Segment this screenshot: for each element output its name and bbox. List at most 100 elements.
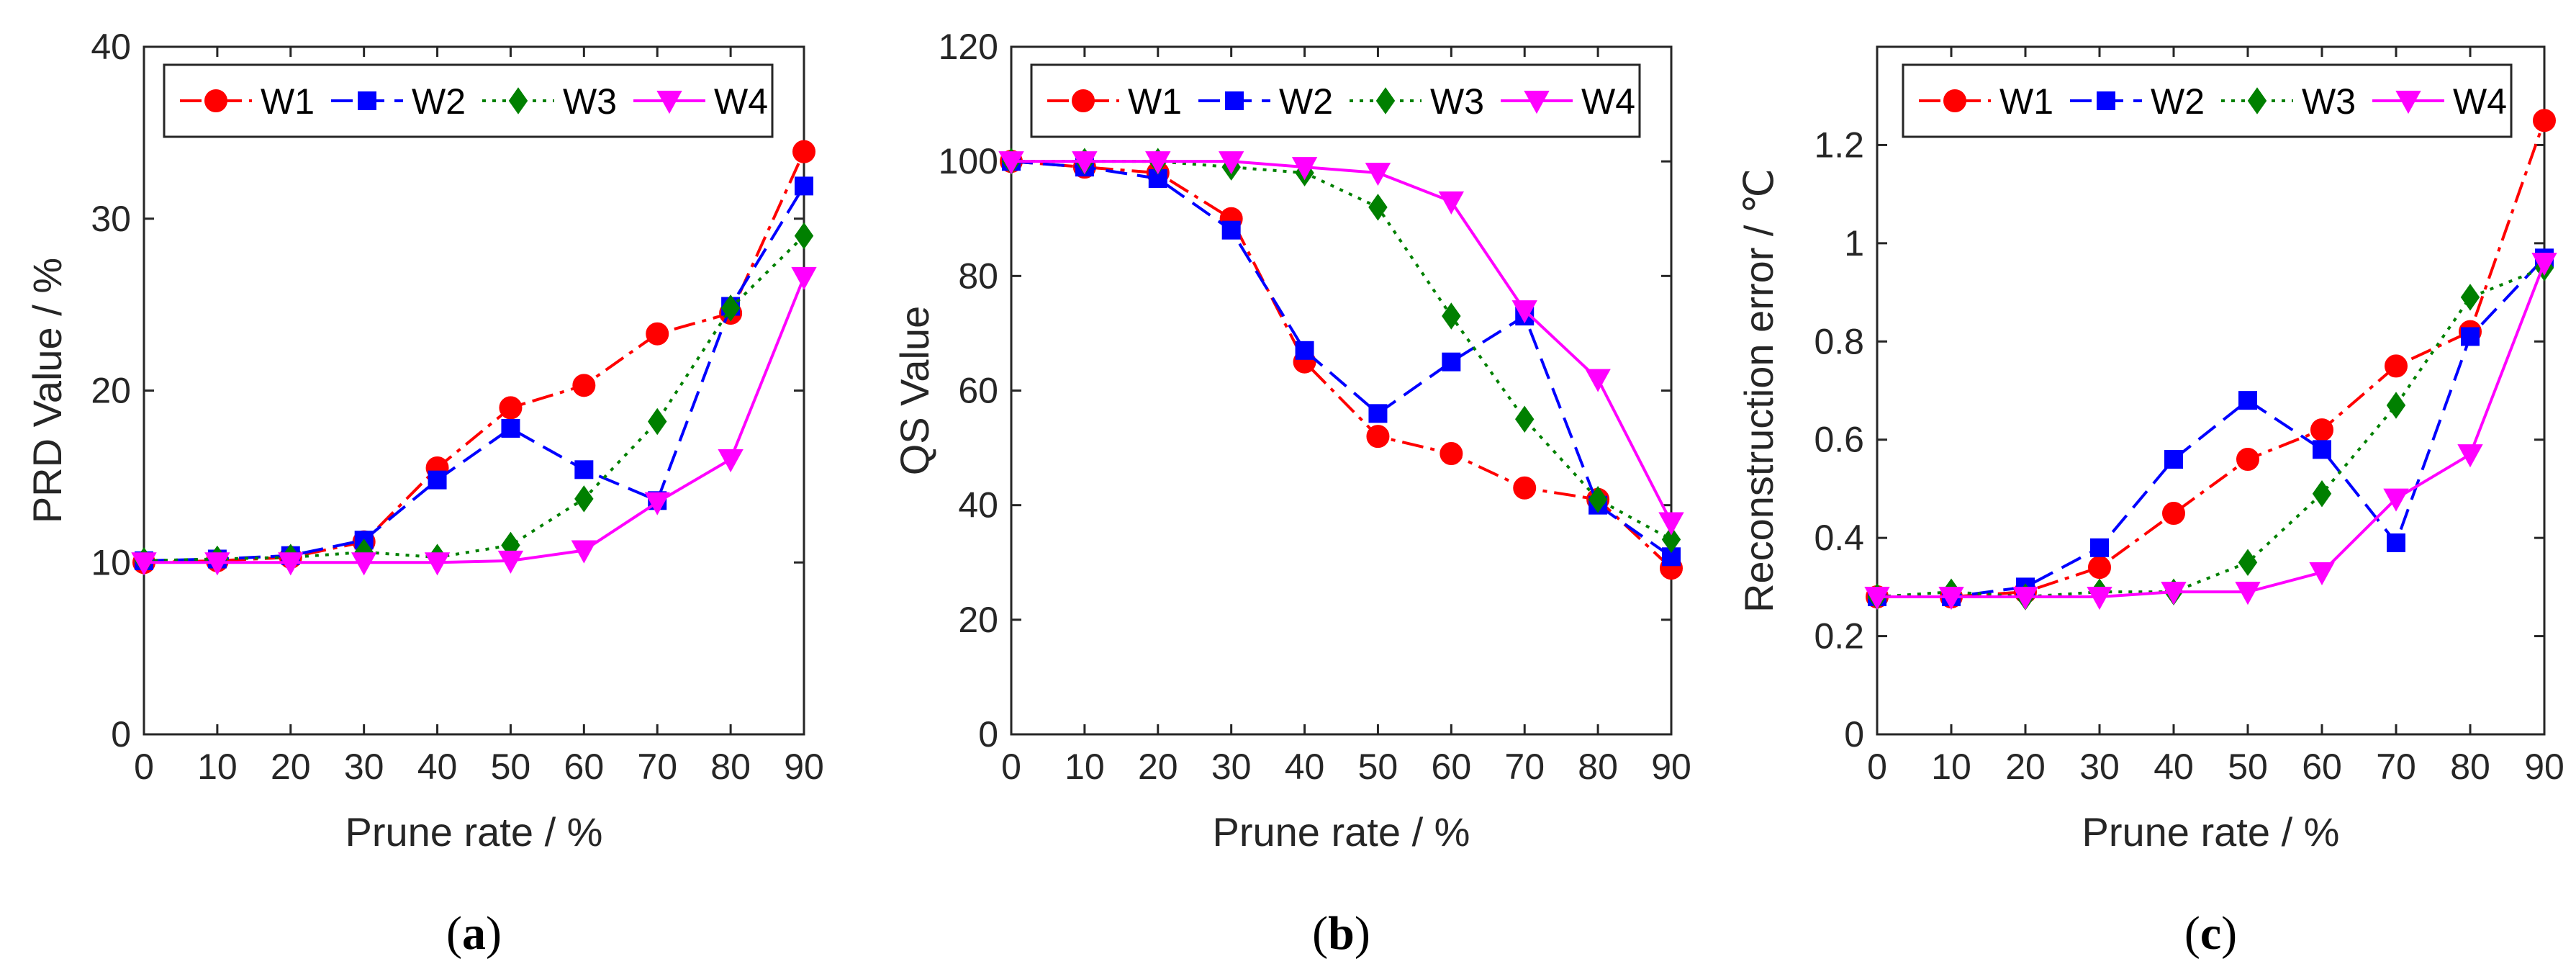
- caption-letter: a: [462, 907, 486, 960]
- y-tick-label: 0: [978, 714, 998, 754]
- series-line-W4: [1877, 262, 2546, 598]
- data-point-W4: [2531, 253, 2557, 276]
- plot-frame: [1010, 45, 1673, 736]
- series-W2: [135, 176, 813, 570]
- x-tick-label: 50: [1358, 747, 1398, 787]
- panel-caption: (a): [446, 907, 502, 960]
- legend-marker-W2: [1225, 91, 1244, 110]
- data-point-W4: [2383, 488, 2409, 512]
- y-axis-label: QS Value: [892, 306, 937, 476]
- legend-marker-W2: [358, 91, 376, 110]
- x-tick-label: 70: [1504, 747, 1545, 787]
- x-tick-label: 90: [784, 747, 824, 787]
- series-W4: [131, 266, 817, 576]
- y-axis-label: PRD Value / %: [24, 258, 70, 523]
- series-W3: [1867, 254, 2554, 611]
- y-tick-label: 30: [91, 199, 131, 239]
- legend-marker-W1: [1943, 89, 1966, 112]
- x-tick-label: 30: [344, 747, 384, 787]
- x-tick-label: 50: [2228, 747, 2268, 787]
- series-W2: [1868, 248, 2554, 606]
- x-tick-label: 20: [1138, 747, 1178, 787]
- y-tick-label: 40: [91, 27, 131, 67]
- series-line-W2: [1011, 160, 1673, 558]
- legend-label-W1: W1: [1999, 81, 2053, 122]
- series-W4: [998, 151, 1684, 536]
- data-point-W4: [1072, 151, 1098, 175]
- data-point-W4: [278, 552, 304, 576]
- chart-2: 0 10 20 30 40 50 60 70 80 90 0 0.2 0.4 0.6 0.8 1 1.2 Prun…: [1736, 45, 2564, 960]
- x-tick-label: 90: [2524, 747, 2564, 787]
- data-point-W2: [2387, 533, 2405, 552]
- data-point-W4: [718, 449, 744, 473]
- data-point-W4: [424, 552, 451, 576]
- series-line-W2: [143, 185, 805, 562]
- legend-label-W4: W4: [2453, 81, 2507, 122]
- caption-paren-close: ): [1355, 907, 1370, 960]
- data-point-W1: [2310, 418, 2333, 442]
- legend-label-W1: W1: [261, 81, 315, 122]
- x-tick-label: 80: [710, 747, 751, 787]
- data-point-W4: [1365, 163, 1391, 186]
- x-tick-label: 90: [1651, 747, 1691, 787]
- data-point-W2: [428, 470, 447, 490]
- data-point-W2: [795, 176, 813, 196]
- y-tick-label: 20: [958, 600, 998, 640]
- x-tick-label: 30: [2079, 747, 2120, 787]
- x-tick-label: 40: [1285, 747, 1325, 787]
- y-tick-label: 80: [958, 256, 998, 296]
- data-point-W3: [1661, 526, 1681, 554]
- series-line-W4: [144, 276, 805, 564]
- legend-marker-W1: [1072, 89, 1095, 112]
- data-point-W4: [2309, 562, 2335, 585]
- y-tick-label: 20: [91, 371, 131, 411]
- data-point-W1: [2533, 109, 2556, 132]
- data-point-W2: [2238, 391, 2257, 410]
- data-point-W3: [2386, 392, 2406, 419]
- data-point-W2: [501, 419, 520, 438]
- legend: W1 W2 W3 W4: [1902, 63, 2513, 138]
- y-tick-label: 60: [958, 371, 998, 411]
- data-point-W4: [2235, 582, 2261, 605]
- series-line-W1: [143, 150, 805, 564]
- legend-label-W1: W1: [1128, 81, 1182, 122]
- x-tick-label: 60: [1432, 747, 1472, 787]
- data-point-W1: [1366, 425, 1390, 449]
- legend-marker-W2: [2097, 91, 2115, 110]
- legend-label-W3: W3: [563, 81, 617, 122]
- legend-label-W3: W3: [1430, 81, 1484, 122]
- data-point-W4: [497, 550, 524, 574]
- data-point-W1: [2162, 502, 2185, 526]
- series-W4: [1864, 253, 2557, 611]
- data-point-W4: [1585, 369, 1611, 392]
- legend-label-W4: W4: [714, 81, 768, 122]
- plot-frame: [143, 45, 805, 736]
- series-W1: [1000, 150, 1683, 580]
- data-point-W2: [1295, 341, 1314, 360]
- x-tick-label: 20: [271, 747, 311, 787]
- y-tick-label: 10: [91, 542, 131, 582]
- series-line-W1: [1877, 120, 2546, 598]
- data-point-W3: [574, 485, 594, 513]
- y-tick-label: 0.6: [1814, 420, 1864, 460]
- data-point-W4: [1864, 587, 1890, 611]
- legend-marker-W3: [1375, 87, 1396, 114]
- series-line-W4: [1011, 160, 1673, 523]
- y-tick-label: 1: [1844, 223, 1864, 263]
- x-tick-label: 60: [2302, 747, 2342, 787]
- data-point-W1: [1513, 476, 1537, 500]
- data-point-W2: [1368, 404, 1388, 423]
- y-tick-label: 1.2: [1814, 125, 1864, 165]
- data-point-W2: [574, 460, 594, 479]
- legend-label-W4: W4: [1581, 81, 1635, 122]
- data-point-W2: [2461, 327, 2480, 346]
- legend: W1 W2 W3 W4: [1030, 63, 1641, 138]
- legend-label-W2: W2: [412, 81, 466, 122]
- y-tick-label: 0.4: [1814, 518, 1864, 558]
- legend-marker-W4: [2395, 91, 2421, 114]
- caption-letter: b: [1328, 907, 1355, 960]
- y-tick-label: 0.8: [1814, 321, 1864, 361]
- panel-caption: (b): [1312, 907, 1370, 960]
- chart-1: 0 10 20 30 40 50 60 70 80 90 0 20 40 60 80 100 120 Prune …: [892, 27, 1691, 960]
- y-tick-label: 100: [939, 141, 998, 181]
